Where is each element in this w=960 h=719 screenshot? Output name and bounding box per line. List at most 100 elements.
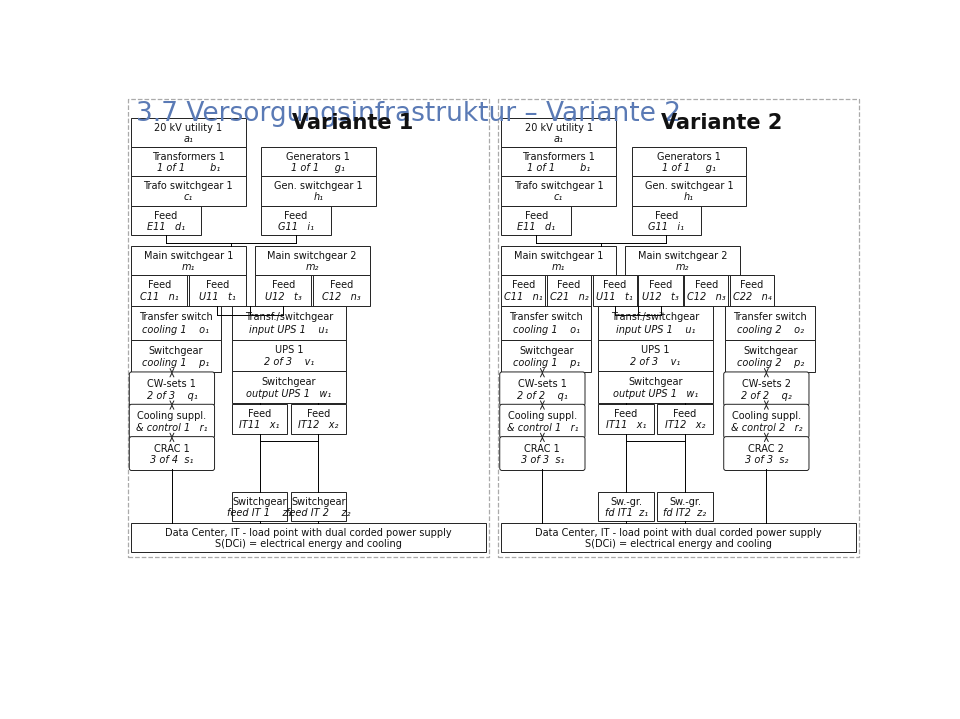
Text: Feed: Feed xyxy=(655,211,678,221)
Bar xyxy=(730,275,774,306)
Text: C12   n₃: C12 n₃ xyxy=(687,292,726,302)
Text: Feed: Feed xyxy=(329,280,353,290)
Bar xyxy=(498,99,859,557)
Text: Feed: Feed xyxy=(248,409,271,419)
Text: h₁: h₁ xyxy=(684,193,694,203)
Text: 3.7 Versorgungsinfrastruktur – Variante 2: 3.7 Versorgungsinfrastruktur – Variante … xyxy=(135,101,681,127)
Text: input UPS 1    u₁: input UPS 1 u₁ xyxy=(615,325,695,335)
Text: UPS 1: UPS 1 xyxy=(641,345,670,355)
Text: Gen. switchgear 1: Gen. switchgear 1 xyxy=(275,181,363,191)
Text: CW-sets 1: CW-sets 1 xyxy=(148,379,197,389)
Bar xyxy=(131,339,221,372)
Text: Sw.-gr.: Sw.-gr. xyxy=(610,497,642,507)
FancyBboxPatch shape xyxy=(130,372,214,406)
Bar xyxy=(254,275,311,306)
FancyBboxPatch shape xyxy=(724,404,809,438)
Text: 3 of 3  s₁: 3 of 3 s₁ xyxy=(520,455,564,465)
Bar xyxy=(598,371,713,403)
Text: fd IT1  z₁: fd IT1 z₁ xyxy=(605,508,648,518)
Text: Trafo switchgear 1: Trafo switchgear 1 xyxy=(514,181,604,191)
Bar xyxy=(501,118,616,147)
Bar xyxy=(598,339,713,371)
Text: 2 of 3    q₁: 2 of 3 q₁ xyxy=(147,390,198,400)
Text: Transf./switchgear: Transf./switchgear xyxy=(245,312,333,322)
Text: feed IT 2    z₂: feed IT 2 z₂ xyxy=(286,508,350,518)
Text: Feed: Feed xyxy=(512,280,535,290)
Text: cooling 1    p₁: cooling 1 p₁ xyxy=(513,358,580,368)
Bar xyxy=(638,275,683,306)
Text: Variante 1: Variante 1 xyxy=(292,113,413,133)
Text: Main switchgear 1: Main switchgear 1 xyxy=(143,251,233,260)
Bar xyxy=(131,275,187,306)
Text: Main switchgear 1: Main switchgear 1 xyxy=(514,251,603,260)
Text: feed IT 1    z₁: feed IT 1 z₁ xyxy=(228,508,292,518)
Bar xyxy=(501,275,545,306)
Bar xyxy=(501,206,571,235)
Text: C22   n₄: C22 n₄ xyxy=(732,292,771,302)
Text: Gen. switchgear 1: Gen. switchgear 1 xyxy=(644,181,733,191)
Text: U11   t₁: U11 t₁ xyxy=(199,292,235,302)
Bar xyxy=(128,99,489,557)
Text: Transformers 1: Transformers 1 xyxy=(152,152,225,162)
Bar xyxy=(131,246,246,275)
Text: Feed: Feed xyxy=(695,280,718,290)
Text: Feed: Feed xyxy=(524,211,548,221)
Text: Feed: Feed xyxy=(603,280,627,290)
Text: Generators 1: Generators 1 xyxy=(657,152,721,162)
Bar xyxy=(131,206,201,235)
FancyBboxPatch shape xyxy=(500,436,585,470)
Text: CW-sets 2: CW-sets 2 xyxy=(742,379,791,389)
Bar xyxy=(501,176,616,206)
Bar xyxy=(725,339,815,372)
Bar xyxy=(657,404,713,434)
Text: 2 of 3    v₁: 2 of 3 v₁ xyxy=(631,357,681,367)
Bar xyxy=(261,147,375,176)
Bar xyxy=(501,306,591,339)
Bar xyxy=(625,246,740,275)
Bar xyxy=(131,147,246,176)
Text: Switchgear: Switchgear xyxy=(262,377,316,387)
FancyBboxPatch shape xyxy=(130,404,214,438)
Text: h₁: h₁ xyxy=(313,193,324,203)
Text: output UPS 1   w₁: output UPS 1 w₁ xyxy=(612,389,698,399)
Bar xyxy=(547,275,591,306)
Text: 20 kV utility 1: 20 kV utility 1 xyxy=(524,123,592,133)
Bar xyxy=(291,492,347,521)
Bar xyxy=(231,306,347,339)
Text: Switchgear: Switchgear xyxy=(149,346,204,356)
Text: S(DCi) = electrical energy and cooling: S(DCi) = electrical energy and cooling xyxy=(215,539,402,549)
Text: Cooling suppl.: Cooling suppl. xyxy=(137,411,206,421)
Text: c₁: c₁ xyxy=(554,193,564,203)
Text: cooling 2    p₂: cooling 2 p₂ xyxy=(736,358,804,368)
Bar xyxy=(231,492,287,521)
Text: CW-sets 1: CW-sets 1 xyxy=(518,379,566,389)
Bar xyxy=(598,492,654,521)
Text: fd IT2  z₂: fd IT2 z₂ xyxy=(663,508,707,518)
Text: 20 kV utility 1: 20 kV utility 1 xyxy=(155,123,223,133)
Text: Transformers 1: Transformers 1 xyxy=(522,152,595,162)
Text: G11   i₁: G11 i₁ xyxy=(648,221,684,232)
Bar xyxy=(501,246,616,275)
Text: Feed: Feed xyxy=(272,280,295,290)
Text: Feed: Feed xyxy=(307,409,330,419)
Text: CRAC 2: CRAC 2 xyxy=(749,444,784,454)
Text: Feed: Feed xyxy=(614,409,637,419)
FancyBboxPatch shape xyxy=(500,404,585,438)
FancyBboxPatch shape xyxy=(724,372,809,406)
Text: 1 of 1        b₁: 1 of 1 b₁ xyxy=(527,163,590,173)
Text: Main switchgear 2: Main switchgear 2 xyxy=(637,251,728,260)
Text: U12   t₃: U12 t₃ xyxy=(642,292,679,302)
Text: Feed: Feed xyxy=(155,211,178,221)
Text: Switchgear: Switchgear xyxy=(743,346,798,356)
Text: c₁: c₁ xyxy=(183,193,193,203)
Text: 1 of 1     g₁: 1 of 1 g₁ xyxy=(292,163,346,173)
FancyBboxPatch shape xyxy=(130,436,214,470)
Text: E11   d₁: E11 d₁ xyxy=(517,221,555,232)
Text: Feed: Feed xyxy=(649,280,672,290)
Text: Switchgear: Switchgear xyxy=(519,346,573,356)
Bar xyxy=(189,275,246,306)
Text: m₁: m₁ xyxy=(181,262,195,272)
Bar xyxy=(131,523,486,552)
Text: 1 of 1        b₁: 1 of 1 b₁ xyxy=(156,163,220,173)
Text: cooling 1    o₁: cooling 1 o₁ xyxy=(142,325,209,335)
